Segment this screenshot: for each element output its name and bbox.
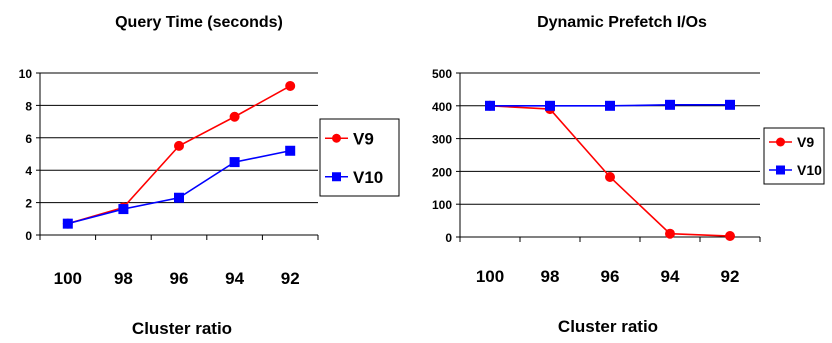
y-tick-label: 500 xyxy=(432,67,452,81)
legend-label-v9: V9 xyxy=(353,129,374,148)
legend-label-v9: V9 xyxy=(797,134,814,150)
legend-label-v10: V10 xyxy=(797,162,822,178)
data-point-v9 xyxy=(665,228,675,239)
data-point-v10 xyxy=(725,99,735,110)
y-tick-label: 200 xyxy=(432,165,452,179)
chart-title: Query Time (seconds) xyxy=(115,14,283,31)
data-point-v10 xyxy=(285,145,296,156)
y-tick-label: 6 xyxy=(25,132,32,146)
data-point-v9 xyxy=(725,231,735,242)
data-point-v10 xyxy=(62,218,73,229)
y-tick-label: 10 xyxy=(19,67,33,81)
x-tick-label: 92 xyxy=(281,269,300,288)
x-tick-label: 98 xyxy=(114,269,133,288)
y-tick-label: 400 xyxy=(432,100,452,114)
x-axis-label: Cluster ratio xyxy=(132,319,232,338)
series-line-v10 xyxy=(67,149,291,225)
data-point-v10 xyxy=(665,99,675,110)
x-tick-label: 94 xyxy=(225,269,244,288)
data-point-v9 xyxy=(285,80,296,91)
data-point-v10 xyxy=(229,157,240,168)
chart-1: Query Time (seconds) 0 2 4 6 8 10 100 98 96 94 92 Cl… xyxy=(19,14,400,338)
legend: V9 V10 xyxy=(763,127,825,185)
y-tick-label: 100 xyxy=(432,198,452,212)
y-tick-label: 0 xyxy=(25,229,32,243)
x-tick-label: 100 xyxy=(54,269,82,288)
data-point-v10 xyxy=(605,100,615,111)
legend-marker-v9 xyxy=(332,133,341,143)
legend-box xyxy=(763,127,825,185)
legend-marker-v10 xyxy=(332,172,341,182)
legend-box xyxy=(319,118,400,197)
data-point-v9 xyxy=(605,171,615,182)
chart-2: Dynamic Prefetch I/Os 0 100 200 300 400 500 100… xyxy=(432,14,825,336)
legend-marker-v10 xyxy=(776,165,785,175)
x-tick-label: 96 xyxy=(601,267,620,286)
x-tick-label: 96 xyxy=(170,269,189,288)
x-tick-label: 92 xyxy=(721,267,740,286)
data-point-v10 xyxy=(118,204,129,215)
chart-title: Dynamic Prefetch I/Os xyxy=(537,14,707,31)
data-point-v10 xyxy=(174,192,184,203)
data-point-v9 xyxy=(174,140,184,151)
y-tick-label: 4 xyxy=(25,164,32,178)
legend-label-v10: V10 xyxy=(353,168,383,187)
y-tick-label: 2 xyxy=(25,197,32,211)
x-tick-label: 94 xyxy=(661,267,680,286)
data-point-v10 xyxy=(545,100,555,111)
data-point-v10 xyxy=(485,100,495,111)
y-tick-label: 300 xyxy=(432,133,452,147)
x-tick-label: 98 xyxy=(541,267,560,286)
x-axis-label: Cluster ratio xyxy=(558,317,658,336)
data-point-v9 xyxy=(229,111,240,122)
legend-marker-v9 xyxy=(776,137,785,147)
x-tick-label: 100 xyxy=(476,267,504,286)
y-tick-label: 8 xyxy=(25,99,32,113)
y-tick-label: 0 xyxy=(445,231,452,245)
legend: V9 V10 xyxy=(319,118,400,197)
